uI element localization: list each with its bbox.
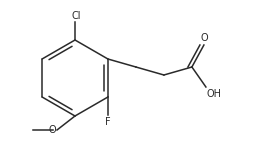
Text: OH: OH bbox=[207, 89, 222, 99]
Text: O: O bbox=[48, 125, 56, 135]
Text: Cl: Cl bbox=[71, 11, 81, 21]
Text: F: F bbox=[105, 117, 111, 127]
Text: O: O bbox=[200, 33, 208, 43]
